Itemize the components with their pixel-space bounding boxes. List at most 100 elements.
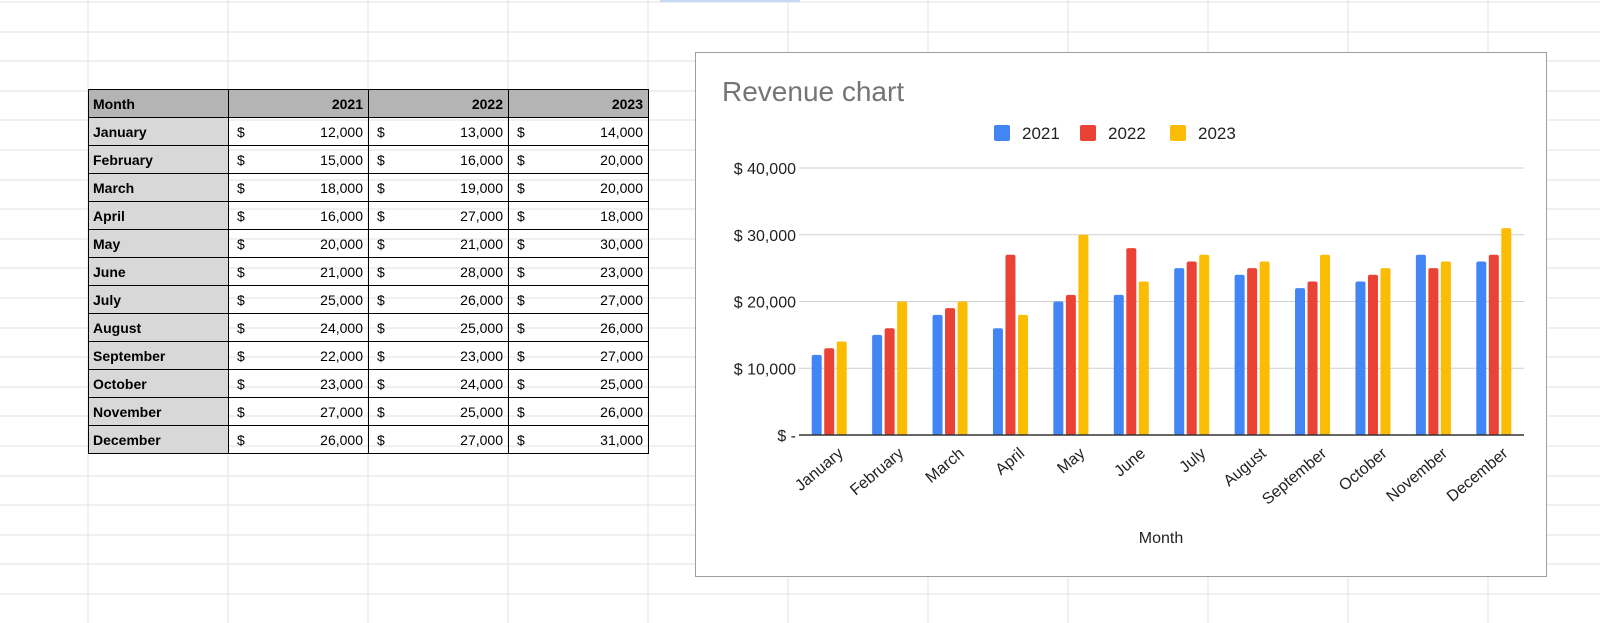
month-cell[interactable]: June — [88, 257, 229, 286]
revenue-cell[interactable]: $25,000 — [368, 397, 509, 426]
revenue-cell[interactable]: $23,000 — [228, 369, 369, 398]
revenue-cell[interactable]: $21,000 — [228, 257, 369, 286]
revenue-cell[interactable]: $25,000 — [368, 313, 509, 342]
currency-value: $25,000 — [370, 403, 508, 420]
revenue-cell[interactable]: $24,000 — [228, 313, 369, 342]
revenue-cell[interactable]: $14,000 — [508, 117, 649, 146]
revenue-cell[interactable]: $27,000 — [508, 341, 649, 370]
y-tick-label: $ 10,000 — [734, 361, 796, 378]
currency-symbol: $ — [237, 403, 245, 420]
revenue-cell[interactable]: $27,000 — [368, 425, 509, 454]
month-cell[interactable]: August — [88, 313, 229, 342]
x-tick-label: October — [1336, 445, 1391, 495]
month-cell[interactable]: July — [88, 285, 229, 314]
month-cell[interactable]: May — [88, 229, 229, 258]
month-cell[interactable]: March — [88, 173, 229, 202]
revenue-cell[interactable]: $18,000 — [228, 173, 369, 202]
revenue-cell[interactable]: $16,000 — [228, 201, 369, 230]
currency-value: $12,000 — [230, 123, 368, 140]
revenue-cell[interactable]: $27,000 — [508, 285, 649, 314]
revenue-cell[interactable]: $27,000 — [368, 201, 509, 230]
revenue-cell[interactable]: $20,000 — [508, 173, 649, 202]
header-year-cell[interactable]: 2021 — [228, 89, 369, 118]
currency-value: $31,000 — [510, 431, 648, 448]
bar-2022-june — [1126, 248, 1137, 435]
bar-2021-february — [872, 334, 883, 435]
month-cell[interactable]: October — [88, 369, 229, 398]
revenue-cell[interactable]: $26,000 — [228, 425, 369, 454]
currency-symbol: $ — [517, 235, 525, 252]
revenue-cell[interactable]: $24,000 — [368, 369, 509, 398]
month-cell[interactable]: January — [88, 117, 229, 146]
revenue-cell[interactable]: $26,000 — [508, 313, 649, 342]
revenue-cell[interactable]: $23,000 — [508, 257, 649, 286]
month-cell[interactable]: September — [88, 341, 229, 370]
bar-2022-april — [1005, 254, 1016, 435]
x-tick-label: December — [1444, 445, 1512, 506]
currency-value: $28,000 — [370, 264, 508, 280]
bar-2023-august — [1259, 261, 1270, 435]
amount: 21,000 — [320, 263, 363, 280]
revenue-chart[interactable]: Revenue chart 2021 2022 2023 $ - $ 10,000 $ 20… — [695, 52, 1547, 577]
currency-symbol: $ — [237, 347, 245, 364]
x-tick-label: July — [1177, 445, 1210, 476]
month-cell[interactable]: December — [88, 425, 229, 454]
currency-value: $27,000 — [230, 403, 368, 420]
y-tick-label: $ 40,000 — [734, 161, 796, 178]
revenue-cell[interactable]: $21,000 — [368, 229, 509, 258]
currency-symbol: $ — [237, 179, 245, 196]
month-cell[interactable]: February — [88, 145, 229, 174]
revenue-cell[interactable]: $23,000 — [368, 341, 509, 370]
amount: 25,000 — [460, 403, 503, 420]
currency-symbol: $ — [237, 123, 245, 140]
currency-value: $27,000 — [370, 207, 508, 224]
table-row: August $24,000 $25,000 $26,000 — [88, 313, 649, 342]
amount: 20,000 — [600, 179, 643, 196]
amount: 27,000 — [460, 207, 503, 224]
revenue-cell[interactable]: $20,000 — [508, 145, 649, 174]
revenue-cell[interactable]: $18,000 — [508, 201, 649, 230]
revenue-cell[interactable]: $26,000 — [368, 285, 509, 314]
currency-value: $18,000 — [510, 208, 648, 224]
revenue-cell[interactable]: $25,000 — [228, 285, 369, 314]
header-year-cell[interactable]: 2022 — [368, 89, 509, 118]
currency-value: $26,000 — [230, 432, 368, 448]
x-tick-label: November — [1383, 445, 1451, 506]
revenue-cell[interactable]: $15,000 — [228, 145, 369, 174]
currency-symbol: $ — [517, 347, 525, 364]
revenue-cell[interactable]: $22,000 — [228, 341, 369, 370]
amount: 14,000 — [600, 123, 643, 140]
revenue-cell[interactable]: $25,000 — [508, 369, 649, 398]
month-cell[interactable]: April — [88, 201, 229, 230]
revenue-cell[interactable]: $13,000 — [368, 117, 509, 146]
amount: 24,000 — [460, 375, 503, 392]
revenue-cell[interactable]: $30,000 — [508, 229, 649, 258]
currency-symbol: $ — [517, 431, 525, 448]
revenue-cell[interactable]: $12,000 — [228, 117, 369, 146]
revenue-cell[interactable]: $16,000 — [368, 145, 509, 174]
header-month-cell[interactable]: Month — [88, 89, 229, 118]
revenue-data-table: Month 2021 2022 2023 January $12,000 $13,000 $1… — [88, 89, 649, 454]
amount: 19,000 — [460, 179, 503, 196]
currency-value: $23,000 — [230, 376, 368, 392]
month-cell[interactable]: November — [88, 397, 229, 426]
currency-value: $20,000 — [230, 236, 368, 252]
revenue-cell[interactable]: $28,000 — [368, 257, 509, 286]
revenue-cell[interactable]: $31,000 — [508, 425, 649, 454]
currency-value: $22,000 — [230, 347, 368, 364]
amount: 26,000 — [460, 291, 503, 308]
amount: 27,000 — [320, 403, 363, 420]
header-year-cell[interactable]: 2023 — [508, 89, 649, 118]
revenue-cell[interactable]: $20,000 — [228, 229, 369, 258]
revenue-cell[interactable]: $26,000 — [508, 397, 649, 426]
bar-2022-october — [1367, 274, 1378, 435]
currency-value: $30,000 — [510, 235, 648, 252]
bar-2022-september — [1307, 281, 1318, 435]
amount: 16,000 — [320, 207, 363, 224]
revenue-cell[interactable]: $19,000 — [368, 173, 509, 202]
currency-value: $24,000 — [370, 375, 508, 392]
revenue-cell[interactable]: $27,000 — [228, 397, 369, 426]
table-row: June $21,000 $28,000 $23,000 — [88, 257, 649, 286]
currency-symbol: $ — [377, 151, 385, 168]
currency-value: $16,000 — [230, 207, 368, 224]
